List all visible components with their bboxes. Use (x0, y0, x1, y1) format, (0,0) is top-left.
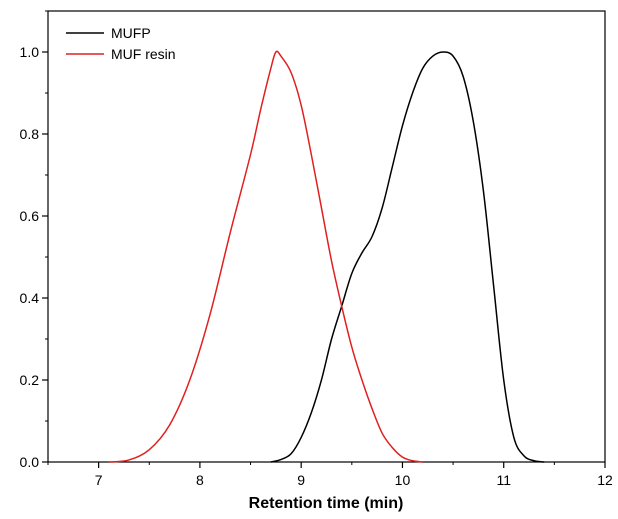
legend-label-mufp: MUFP (111, 25, 151, 41)
y-tick-label: 0.8 (20, 126, 40, 142)
x-tick-label: 7 (95, 472, 103, 488)
y-tick-label: 0.0 (20, 454, 40, 470)
x-tick-label: 8 (196, 472, 204, 488)
y-tick-label: 1.0 (20, 44, 40, 60)
x-tick-label: 12 (597, 472, 613, 488)
x-tick-label: 10 (395, 472, 411, 488)
series-line-muf-resin (108, 50, 423, 463)
plot-frame (47, 10, 606, 463)
x-tick-label: 11 (496, 472, 511, 488)
legend: MUFP MUF resin (66, 25, 176, 62)
legend-label-muf-resin: MUF resin (111, 46, 176, 62)
axis-ticks: 7 8 9 10 11 12 0.0 0.2 0.4 0.6 0.8 1.0 (20, 10, 613, 488)
series-line-mufp (270, 51, 545, 463)
x-axis-title: Retention time (min) (249, 495, 404, 512)
y-tick-label: 0.4 (20, 290, 40, 306)
y-tick-label: 0.2 (20, 372, 40, 388)
series-lines (108, 50, 545, 463)
y-tick-label: 0.6 (20, 208, 40, 224)
x-tick-label: 9 (297, 472, 305, 488)
